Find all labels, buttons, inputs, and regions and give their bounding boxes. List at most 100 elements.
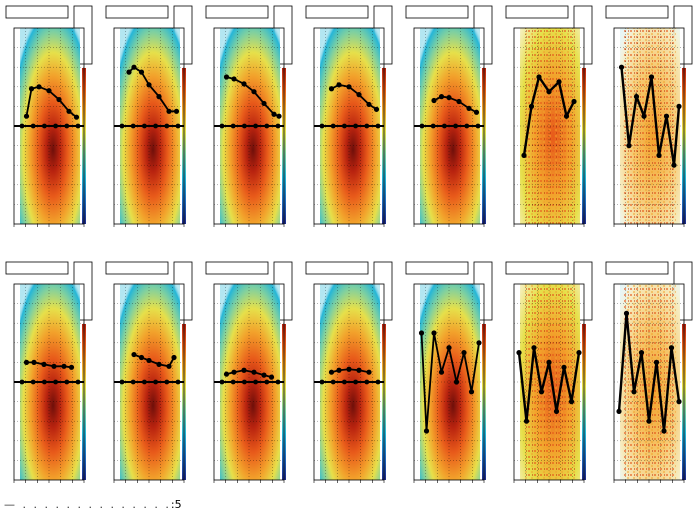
baseline-point [253,379,258,385]
panel-title-box [305,5,369,19]
baseline-point [330,379,336,385]
baseline-point [75,379,81,385]
baseline-point [264,379,270,385]
profile-point [261,100,267,107]
profile-point [223,74,230,80]
profile-point [346,366,352,372]
profile-point [648,74,655,80]
profile-point [653,359,660,365]
baseline-point [230,379,236,385]
profile-point [538,389,545,395]
panel-4 [305,5,393,227]
profile-point [671,162,677,168]
profile-point [431,97,437,104]
profile-point [23,113,30,119]
profile-point [438,369,445,375]
baseline-point [153,123,159,129]
profile-point [623,310,630,316]
profile-point [41,361,47,367]
panel-9 [105,261,193,483]
profile-point [571,98,577,105]
panel-12 [405,261,493,483]
baseline-point [375,379,381,385]
baseline-point [153,379,159,385]
profile-point [633,94,640,100]
profile-point [663,113,670,119]
panel-6 [505,5,593,227]
panel-3 [205,5,293,227]
profile-point [521,152,527,158]
panel-8 [5,261,93,483]
profile-point [461,350,467,356]
profile-point [251,369,257,375]
profile-point [138,69,145,75]
profile-point [131,64,137,70]
baseline-point [275,379,281,385]
profile-point [31,359,37,365]
profile-point [261,372,267,378]
panel-11 [305,261,393,483]
panel-2 [105,5,193,227]
panel-title-box [605,5,669,19]
profile-point [366,101,372,108]
profile-point [556,79,562,85]
profile-point [241,367,247,373]
panel-title-box [505,5,569,19]
profile-point [646,418,652,424]
baseline-point [75,123,81,129]
profile-point [438,94,445,100]
profile-point [641,113,647,119]
baseline-point [330,123,336,129]
profile-point [446,345,452,351]
profile-point [241,81,247,87]
profile-point [56,96,62,103]
baseline-point [375,123,381,129]
baseline-point [42,379,47,385]
baseline-point [353,379,358,385]
baseline-point [419,123,425,129]
profile-point [356,92,362,98]
baseline-point [119,379,125,385]
baseline-point [19,379,25,385]
panel-title-box [305,261,369,275]
profile-point [446,94,452,101]
profile-point [23,359,30,365]
profile-point [523,418,530,424]
profile-point [528,103,535,109]
panel-title-box [5,5,69,19]
profile-point [131,351,137,358]
baseline-point [142,379,147,385]
panel-title-box [105,5,169,19]
baseline-point [130,379,136,385]
profile-point [568,399,575,405]
baseline-point [130,123,136,129]
baseline-point [342,123,347,129]
baseline-point [53,123,58,129]
baseline-point [342,379,347,385]
profile-point [676,399,682,405]
baseline-point [253,123,258,129]
profile-point [676,103,682,109]
panel-5 [405,5,493,227]
profile-point [423,428,430,434]
baseline-point [53,379,58,385]
footer-text: :5 [170,498,182,511]
profile-point [156,361,162,367]
profile-point [346,84,352,90]
profile-point [563,113,570,119]
panel-title-box [405,5,469,19]
baseline-point [475,123,481,129]
baseline-point [353,123,358,129]
profile-point [28,86,35,92]
profile-point [146,82,152,88]
baseline-point [164,379,170,385]
profile-point [328,86,335,92]
profile-point [61,363,67,369]
baseline-point [242,379,247,385]
profile-point [166,108,172,114]
panel-7 [605,5,693,227]
baseline-point [219,123,225,129]
baseline-point [364,379,370,385]
profile-point [553,408,560,414]
